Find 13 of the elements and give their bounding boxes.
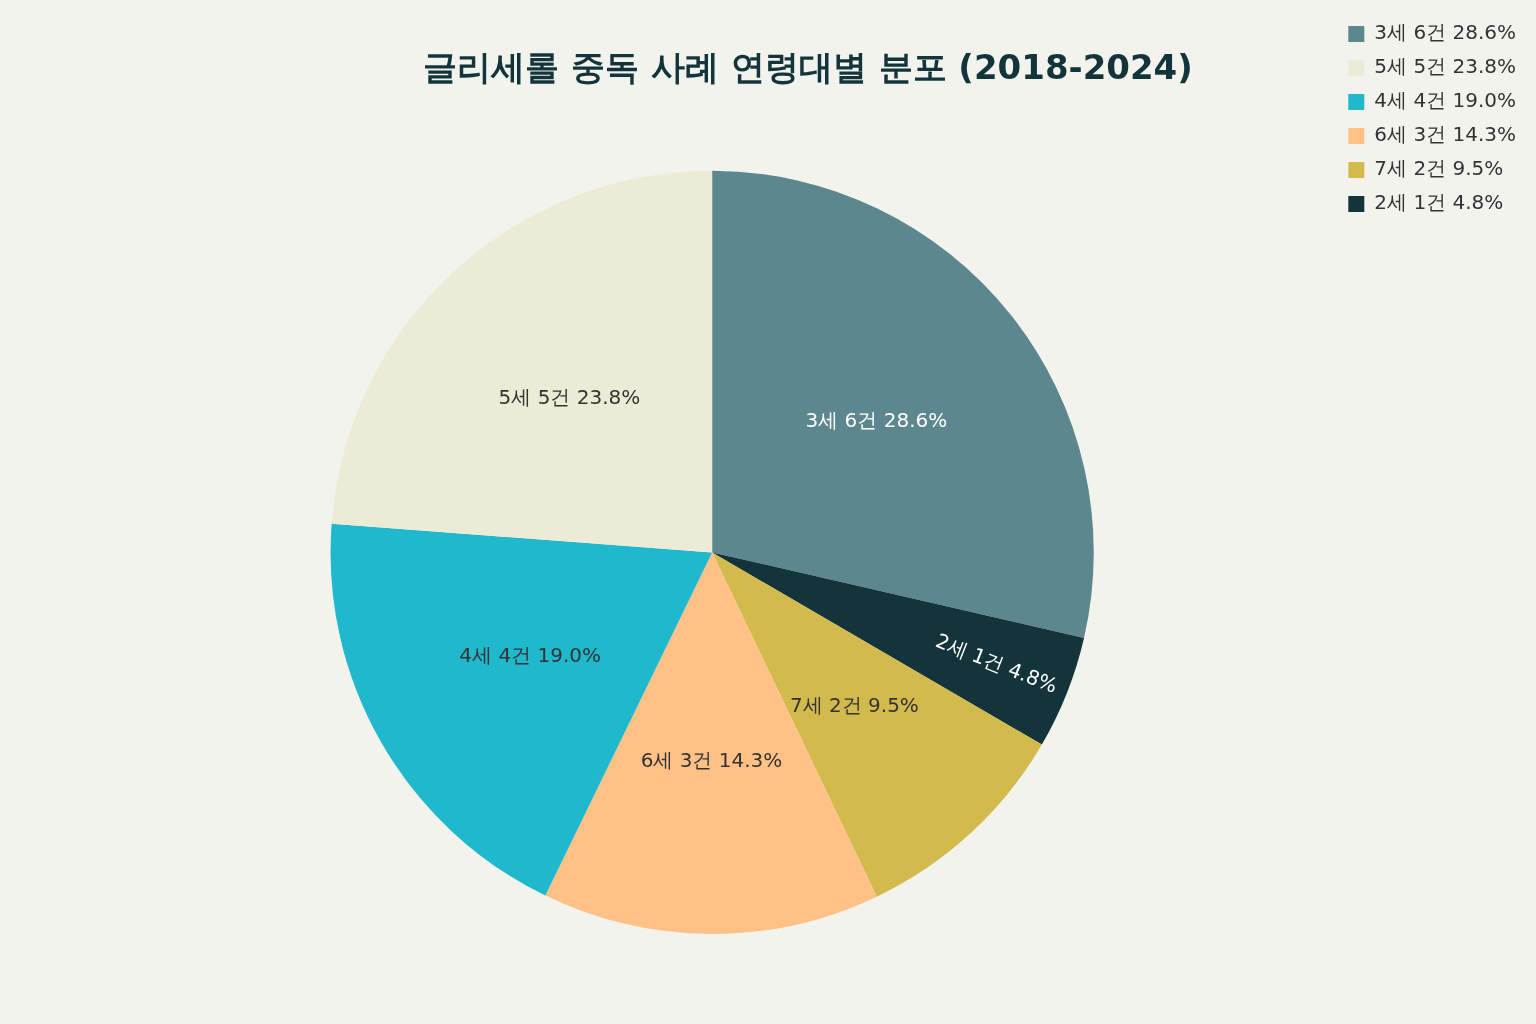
slice-label: 4세 4건 19.0% — [459, 643, 602, 668]
text: 글리세롤 중독 사례 연령대별 분포 (2018-2024) — [423, 47, 1193, 88]
slice-label: 6세 3건 14.3% — [640, 748, 783, 773]
legend-label: 4세 4건 19.0% — [1374, 88, 1516, 113]
slice-label: 7세 2건 9.5% — [789, 692, 919, 717]
legend-label: 2세 1건 4.8% — [1374, 190, 1504, 215]
slice-label: 5세 5건 23.8% — [498, 384, 641, 409]
legend-label: 7세 2건 9.5% — [1374, 156, 1504, 181]
slice-label: 3세 6건 28.6% — [805, 407, 948, 432]
legend-label: 3세 6건 28.6% — [1374, 20, 1516, 45]
legend-label: 6세 3건 14.3% — [1374, 122, 1516, 147]
slice-label: 2세 1건 4.8% — [932, 628, 1061, 698]
legend-label: 5세 5건 23.8% — [1374, 54, 1516, 79]
